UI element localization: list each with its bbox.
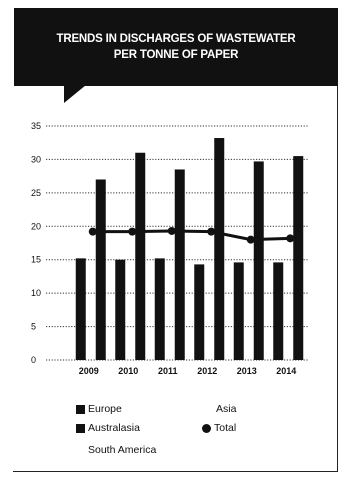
legend-label-total: Total: [214, 422, 237, 434]
legend-swatch-australasia: [76, 423, 85, 433]
y-tick-label: 15: [31, 255, 41, 265]
bar-australasia-2010: [135, 152, 146, 360]
bar-europe-2011: [154, 258, 165, 360]
legend-item-europe: Europe: [76, 403, 122, 415]
bar-europe-2014: [273, 262, 284, 360]
chart-title-line-2: PER TONNE OF PAPER: [113, 49, 239, 61]
legend-label-south-america: South America: [88, 444, 157, 456]
chart-title-line-1: TRENDS IN DISCHARGES OF WASTEWATER: [56, 33, 296, 45]
legend-item-asia: Asia: [216, 403, 236, 415]
x-tick-label: 2010: [118, 366, 138, 376]
legend-swatch-europe: [76, 404, 85, 414]
bar-europe-2013: [233, 262, 244, 360]
x-tick-label: 2013: [237, 366, 257, 376]
point-total-2014: [286, 234, 295, 243]
legend-item-total: Total: [202, 422, 236, 434]
y-tick-label: 30: [31, 154, 41, 164]
point-total-2013: [246, 235, 255, 244]
point-total-2012: [207, 227, 216, 236]
x-tick-label: 2012: [197, 366, 217, 376]
y-tick-label: 5: [31, 322, 36, 332]
legend-item-australasia: Australasia: [76, 422, 140, 434]
x-tick-label: 2011: [158, 366, 178, 376]
bar-australasia-2014: [293, 156, 304, 360]
y-tick-label: 20: [31, 221, 41, 231]
point-total-2011: [167, 226, 176, 235]
point-total-2009: [88, 227, 97, 236]
y-tick-label: 25: [31, 188, 41, 198]
bar-europe-2009: [75, 258, 86, 360]
x-tick-label: 2009: [79, 366, 99, 376]
y-tick-label: 0: [31, 355, 36, 365]
y-tick-label: 35: [31, 121, 41, 131]
chart-frame: [13, 8, 338, 472]
bar-australasia-2013: [253, 161, 264, 360]
y-tick-label: 10: [31, 288, 41, 298]
legend-label-europe: Europe: [88, 403, 122, 415]
bar-australasia-2012: [214, 138, 225, 360]
bar-europe-2010: [115, 259, 126, 360]
legend-item-south-america: South America: [88, 444, 156, 456]
chart-title: TRENDS IN DISCHARGES OF WASTEWATER PER T…: [14, 31, 338, 63]
legend-marker-total: [202, 423, 211, 433]
title-banner-tail: [64, 85, 86, 103]
bar-australasia-2009: [95, 179, 106, 360]
legend-label-australasia: Australasia: [88, 422, 140, 434]
legend-label-asia: Asia: [216, 403, 237, 415]
x-tick-label: 2014: [276, 366, 296, 376]
bar-europe-2012: [194, 264, 205, 360]
bar-australasia-2011: [174, 169, 185, 360]
point-total-2010: [128, 227, 137, 236]
title-banner: [14, 8, 338, 86]
line-total: [92, 229, 291, 242]
